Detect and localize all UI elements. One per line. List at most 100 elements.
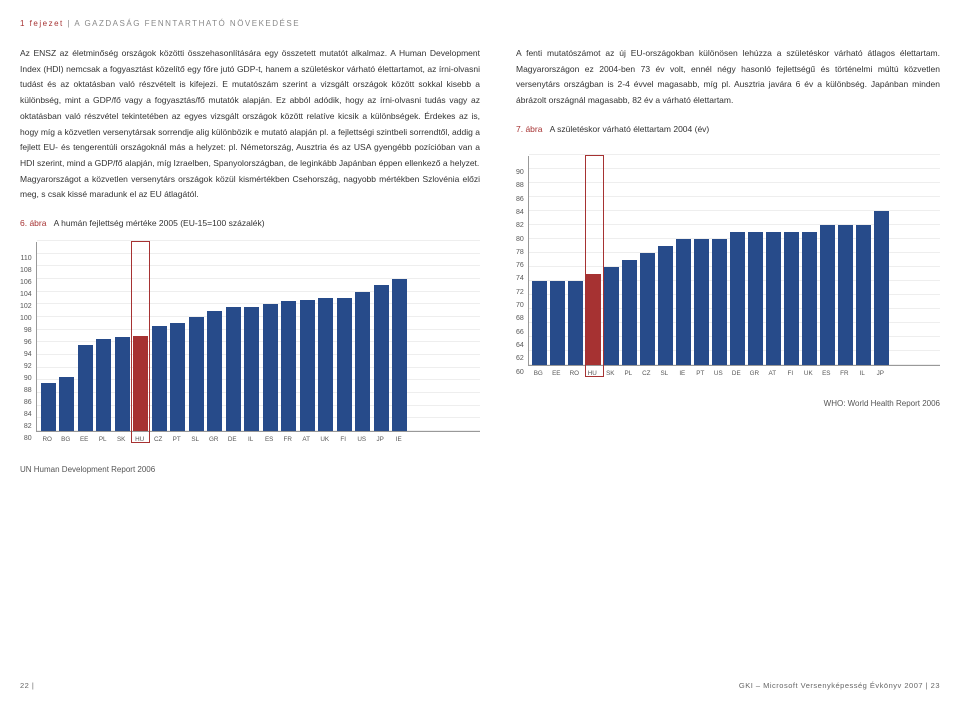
chart6-xaxis: ROBGEEPLSKHUCZPTSLGRDEILESFRATUKFIUSJPIE [36,435,480,444]
ytick-label: 68 [516,314,524,325]
ytick-label: 86 [24,398,32,409]
xtick-label: AT [765,369,780,378]
ytick-label: 80 [24,434,32,445]
xtick-label: US [711,369,726,378]
bar [207,311,222,431]
xtick-label: SK [603,369,618,378]
ytick-label: 82 [24,422,32,433]
ytick-label: 62 [516,354,524,365]
bar [802,232,817,365]
xtick-label: FR [280,435,295,444]
gridline [37,303,480,304]
ytick-label: 72 [516,288,524,299]
figure7-caption: 7. ábra A születéskor várható élettartam… [516,123,940,136]
bar [604,267,619,365]
xtick-label: EE [549,369,564,378]
ytick-label: 88 [24,386,32,397]
bar [856,225,871,365]
bar [712,239,727,365]
xtick-label: PL [621,369,636,378]
xtick-label: HU [132,435,147,444]
xtick-label: RO [567,369,582,378]
ytick-label: 70 [516,301,524,312]
xtick-label: ES [262,435,277,444]
bar [170,323,185,431]
gridline [37,240,480,241]
bar [694,239,709,365]
bar [96,339,111,431]
bar-hu [586,274,601,365]
left-paragraph-1: Az ENSZ az életminőség országok közötti … [20,46,480,172]
xtick-label: CZ [151,435,166,444]
page-footer: 22 | GKI – Microsoft Versenyképesség Évk… [20,672,940,691]
chapter-title: A GAZDASÁG FENNTARTHATÓ NÖVEKEDÉSE [74,19,300,28]
ytick-label: 78 [516,248,524,259]
bar [337,298,352,431]
xtick-label: IL [855,369,870,378]
xtick-label: PL [95,435,110,444]
bar [640,253,655,365]
xtick-label: IE [391,435,406,444]
xtick-label: UK [801,369,816,378]
bar [281,301,296,431]
bar [676,239,691,365]
xtick-label: RO [40,435,55,444]
chart6-container: 11010810610410210098969492908886848280 R… [20,242,480,444]
chart6-plot [36,242,480,432]
xtick-label: FI [336,435,351,444]
chart7-yaxis: 90888684828078767472706866646260 [516,168,528,378]
xtick-label: FR [837,369,852,378]
bar [115,337,130,431]
ytick-label: 98 [24,326,32,337]
gridline [529,154,940,155]
ytick-label: 84 [516,208,524,219]
ytick-label: 66 [516,328,524,339]
figure7-number: 7. ábra [516,124,542,134]
left-paragraph-2: Magyarországot a közvetlen versenytárs o… [20,172,480,203]
header-sep: | [64,19,75,28]
ytick-label: 60 [516,368,524,379]
figure6-caption: 6. ábra A humán fejlettség mértéke 2005 … [20,217,480,230]
ytick-label: 80 [516,235,524,246]
ytick-label: 84 [24,410,32,421]
ytick-label: 76 [516,261,524,272]
bar-hu [133,336,148,431]
ytick-label: 102 [20,302,32,313]
ytick-label: 110 [21,254,32,265]
xtick-label: FI [783,369,798,378]
xtick-label: DE [225,435,240,444]
figure6-title: A humán fejlettség mértéke 2005 (EU-15=1… [54,218,265,228]
ytick-label: 108 [20,266,32,277]
xtick-label: ES [819,369,834,378]
gridline [37,291,480,292]
chapter-number: 1 fejezet [20,19,64,28]
ytick-label: 96 [24,338,32,349]
gridline [37,278,480,279]
xtick-label: US [354,435,369,444]
xtick-label: SK [114,435,129,444]
footer-left: 22 | [20,680,34,691]
bar [244,307,259,431]
ytick-label: 86 [516,195,524,206]
bar [318,298,333,431]
ytick-label: 106 [20,278,32,289]
bar [658,246,673,365]
bar [820,225,835,365]
xtick-label: PT [693,369,708,378]
ytick-label: 100 [20,314,32,325]
bar [263,304,278,431]
figure6-number: 6. ábra [20,218,46,228]
gridline [37,265,480,266]
bar [730,232,745,365]
xtick-label: BG [531,369,546,378]
ytick-label: 88 [516,181,524,192]
chart7-plot [528,156,940,366]
xtick-label: HU [585,369,600,378]
xtick-label: SL [188,435,203,444]
chart7-source: WHO: World Health Report 2006 [516,398,940,410]
bar [622,260,637,365]
xtick-label: CZ [639,369,654,378]
ytick-label: 64 [516,341,524,352]
bar [748,232,763,365]
bar [838,225,853,365]
